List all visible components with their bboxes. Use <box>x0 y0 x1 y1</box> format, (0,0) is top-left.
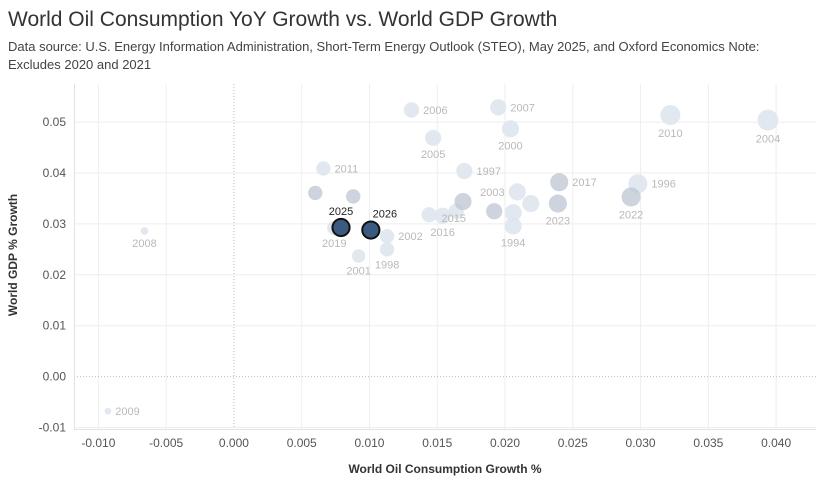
data-point <box>486 203 503 220</box>
data-point <box>504 204 522 222</box>
x-axis-label: World Oil Consumption Growth % <box>348 462 542 476</box>
x-tick-label: 0.025 <box>558 436 588 450</box>
data-point-1997 <box>456 162 473 180</box>
point-label: 2001 <box>346 266 370 278</box>
x-tick-label: 0.000 <box>219 436 249 450</box>
y-tick-label: 0.03 <box>43 217 67 231</box>
y-tick-label: 0.05 <box>43 115 67 129</box>
y-axis-label: World GDP % Growth <box>6 193 20 317</box>
data-point-1998 <box>379 242 395 257</box>
y-tick-label: -0.01 <box>39 420 67 434</box>
data-point-2025 <box>331 217 351 238</box>
data-point-2009 <box>104 407 112 415</box>
x-tick-label: 0.015 <box>422 436 452 450</box>
point-label: 2010 <box>658 128 682 140</box>
x-tick-label: -0.010 <box>81 436 115 450</box>
x-tick-label: 0.035 <box>693 436 723 450</box>
data-point-2005 <box>425 129 442 147</box>
x-tick-label: 0.040 <box>761 436 791 450</box>
data-point-2022 <box>621 187 641 207</box>
point-label: 2025 <box>329 206 353 218</box>
point-label: 2002 <box>398 231 422 243</box>
data-point-2023 <box>548 194 567 213</box>
point-label: 2005 <box>421 149 445 161</box>
point-label: 2003 <box>480 187 504 199</box>
x-tick-label: 0.030 <box>626 436 656 450</box>
data-point <box>522 194 540 213</box>
data-point-2000 <box>501 120 520 138</box>
point-label: 2006 <box>423 105 447 117</box>
data-point-2017 <box>550 173 569 192</box>
data-point-2026 <box>361 220 381 240</box>
data-point <box>421 207 437 223</box>
point-label: 2019 <box>322 238 346 250</box>
data-point-2004 <box>757 109 779 131</box>
data-point-2003 <box>508 183 526 201</box>
point-label: 1996 <box>651 179 675 191</box>
point-label: 2023 <box>546 216 570 228</box>
data-point-2001 <box>351 249 366 263</box>
scatter-plot: 2004 2010 2007 2006 2000 2005 2011 1997 1996 2017… <box>74 84 816 430</box>
point-label: 2022 <box>619 209 643 221</box>
chart-title: World Oil Consumption YoY Growth vs. Wor… <box>8 8 558 31</box>
data-point-2008 <box>140 227 149 235</box>
y-tick-label: 0.00 <box>43 370 67 384</box>
point-label: 2015 <box>442 213 466 225</box>
point-label: 2017 <box>572 177 596 189</box>
point-label: 2009 <box>115 406 139 418</box>
point-label: 2011 <box>335 163 359 175</box>
point-label: 2026 <box>373 208 397 220</box>
point-label: 1997 <box>476 166 500 178</box>
data-point-2016 <box>434 207 451 224</box>
x-tick-label: -0.005 <box>149 436 183 450</box>
data-point-2011 <box>316 161 331 176</box>
plot-frame: 2004 2010 2007 2006 2000 2005 2011 1997 1996 2017… <box>74 84 816 430</box>
data-point <box>308 185 323 201</box>
point-label: 2004 <box>756 134 780 146</box>
point-label: 1998 <box>375 260 399 272</box>
data-point-2007 <box>490 99 507 116</box>
x-tick-label: 0.020 <box>490 436 520 450</box>
point-label: 2016 <box>430 227 454 239</box>
point-label: 2007 <box>510 102 534 114</box>
point-label: 2000 <box>498 140 522 152</box>
y-tick-label: 0.04 <box>43 166 67 180</box>
data-point-1994 <box>504 217 522 235</box>
data-point-2006 <box>403 102 420 118</box>
data-point-2015 <box>454 192 472 211</box>
data-point-2002 <box>379 228 395 244</box>
point-label: 1994 <box>501 238 525 250</box>
point-label: 2008 <box>132 238 156 250</box>
data-point-2010 <box>660 105 681 126</box>
y-tick-label: 0.02 <box>43 268 67 282</box>
data-point <box>346 189 361 204</box>
x-tick-label: 0.010 <box>354 436 384 450</box>
y-tick-label: 0.01 <box>43 319 67 333</box>
chart-subtitle: Data source: U.S. Energy Information Adm… <box>8 39 760 72</box>
x-tick-label: 0.005 <box>287 436 317 450</box>
